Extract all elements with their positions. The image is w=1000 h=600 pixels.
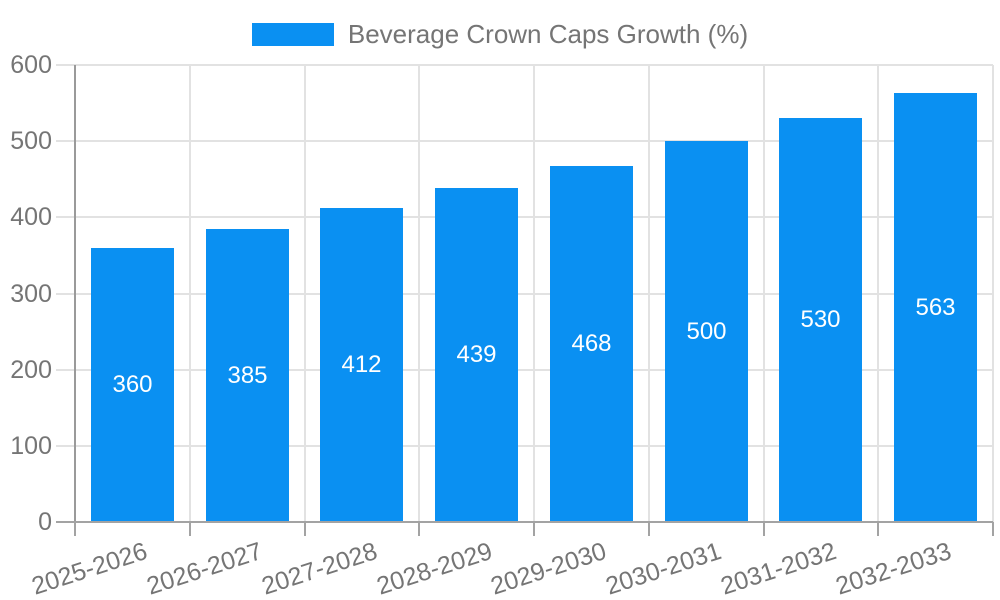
- x-axis-tick: [648, 522, 650, 536]
- bar-value-label: 385: [227, 362, 268, 389]
- gridline-horizontal: [56, 216, 993, 218]
- y-axis-line: [74, 65, 76, 536]
- gridline-horizontal: [56, 445, 993, 447]
- x-axis-line: [56, 521, 993, 523]
- bar[interactable]: [779, 118, 862, 522]
- bar[interactable]: [550, 166, 633, 522]
- legend[interactable]: Beverage Crown Caps Growth (%): [0, 12, 1000, 56]
- y-tick-label: 600: [10, 51, 52, 79]
- y-tick-label: 400: [10, 203, 52, 231]
- bar-value-label: 412: [341, 351, 382, 378]
- bar[interactable]: [320, 208, 403, 522]
- bar[interactable]: [894, 93, 977, 522]
- legend-swatch: [251, 22, 334, 46]
- y-tick-label: 500: [10, 127, 52, 155]
- gridline-vertical: [763, 65, 765, 522]
- gridline-horizontal: [56, 369, 993, 371]
- y-tick-label: 0: [38, 508, 52, 536]
- gridline-vertical: [304, 65, 306, 522]
- gridline-vertical: [533, 65, 535, 522]
- bar[interactable]: [91, 248, 174, 522]
- bar-value-label: 563: [915, 294, 956, 321]
- gridline-vertical: [992, 65, 994, 522]
- bar[interactable]: [665, 141, 748, 522]
- bar[interactable]: [435, 188, 518, 522]
- gridline-horizontal: [56, 64, 993, 66]
- x-axis-tick: [418, 522, 420, 536]
- x-axis-tick: [304, 522, 306, 536]
- y-tick-label: 100: [10, 432, 52, 460]
- legend-label: Beverage Crown Caps Growth (%): [347, 19, 749, 49]
- gridline-vertical: [877, 65, 879, 522]
- gridline-vertical: [648, 65, 650, 522]
- x-axis-tick: [533, 522, 535, 536]
- x-axis-tick: [877, 522, 879, 536]
- gridline-horizontal: [56, 293, 993, 295]
- bar-value-label: 530: [800, 306, 841, 333]
- gridline-horizontal: [56, 140, 993, 142]
- bar-value-label: 500: [686, 318, 727, 345]
- x-axis-tick: [763, 522, 765, 536]
- gridline-vertical: [189, 65, 191, 522]
- x-axis-tick: [74, 522, 76, 536]
- x-axis-tick: [992, 522, 994, 536]
- bar-value-label: 439: [456, 341, 497, 368]
- y-tick-label: 300: [10, 280, 52, 308]
- bar[interactable]: [206, 229, 289, 522]
- x-axis-tick: [189, 522, 191, 536]
- gridline-vertical: [418, 65, 420, 522]
- bar-value-label: 468: [571, 330, 612, 357]
- y-tick-label: 200: [10, 356, 52, 384]
- bar-value-label: 360: [112, 371, 153, 398]
